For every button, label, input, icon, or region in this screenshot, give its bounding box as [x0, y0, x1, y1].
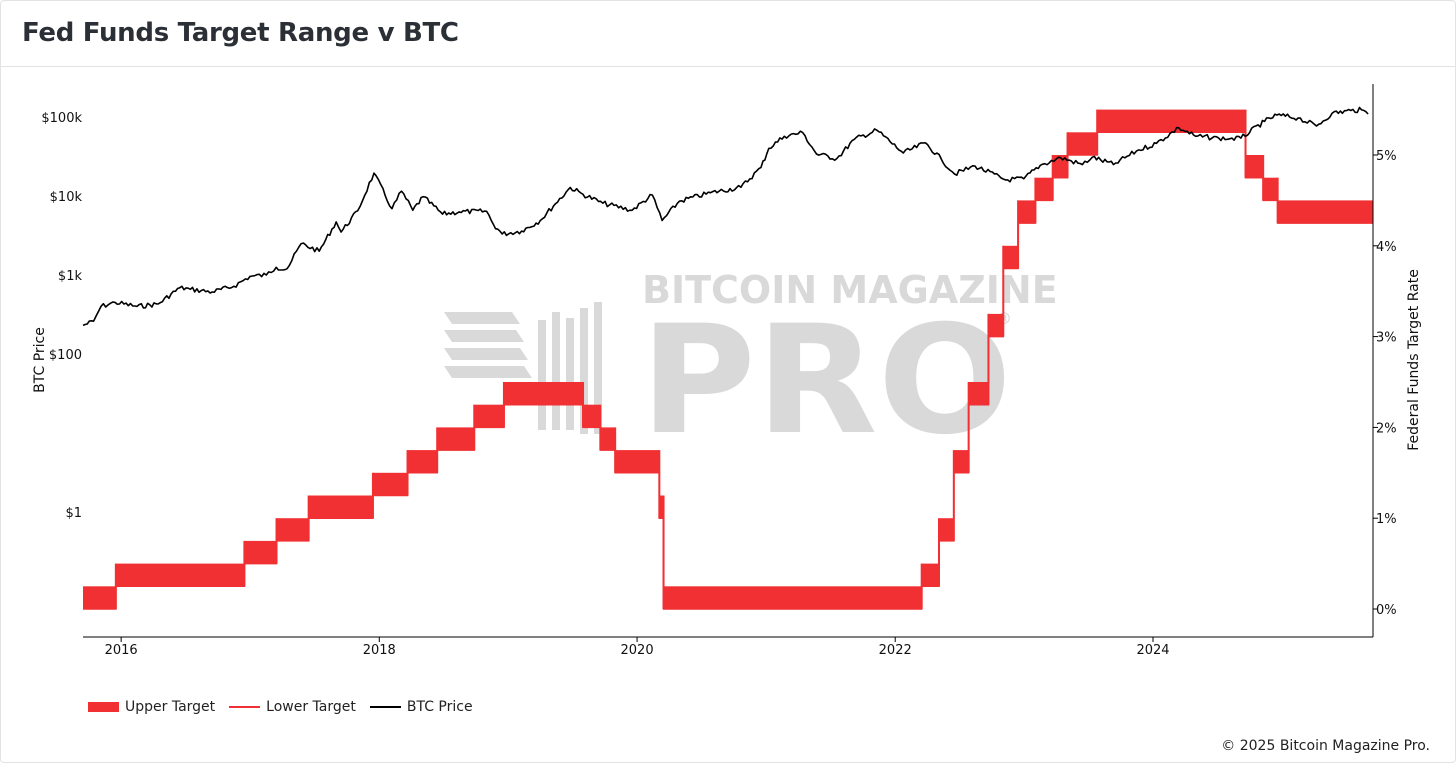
- fed-band-segment: [615, 450, 660, 473]
- y-right-tick-label: 1%: [1376, 512, 1397, 527]
- x-axis-ticks: 2016 2018 2020 2022 2024: [105, 637, 1170, 658]
- y-left-tick-label: $1: [65, 506, 82, 521]
- btc-price-line-group: [82, 106, 1369, 327]
- lower-target-line-group: [83, 131, 1373, 610]
- lower-target-line: [83, 131, 1373, 610]
- fed-band-segment: [308, 495, 373, 519]
- y-right-tick-label: 2%: [1376, 421, 1397, 436]
- fed-band-segment: [600, 427, 616, 451]
- fed-band-segment: [276, 518, 309, 541]
- fed-band-segment: [583, 404, 601, 428]
- y-right-tick-label: 0%: [1376, 603, 1397, 618]
- fed-band-segment: [1067, 132, 1098, 155]
- watermark-line2: PRO: [640, 294, 1012, 468]
- watermark-line1: BITCOIN MAGAZINE: [642, 268, 1058, 312]
- legend-swatch-black-line: [369, 706, 401, 708]
- btc-price-line: [82, 106, 1369, 327]
- fed-band-segment: [244, 540, 277, 564]
- fed-band-segment: [1035, 177, 1053, 201]
- fed-band-segment: [1277, 200, 1373, 224]
- fed-band-segment: [372, 472, 408, 496]
- fed-band-segment: [921, 563, 939, 587]
- fed-band-segment: [437, 427, 475, 451]
- watermark: BITCOIN MAGAZINE PRO ®: [444, 268, 1058, 468]
- fed-band-segment: [474, 404, 504, 428]
- x-tick-label: 2022: [879, 643, 912, 658]
- y-left-tick-label: $100: [49, 348, 82, 363]
- legend-swatch-red-line: [229, 706, 261, 708]
- y-right-axis-ticks: 0% 1% 2% 3% 4% 5%: [1373, 149, 1397, 618]
- y-right-tick-label: 5%: [1376, 149, 1397, 164]
- x-tick-label: 2018: [363, 643, 396, 658]
- legend-label: Lower Target: [266, 699, 356, 715]
- page-title: Fed Funds Target Range v BTC: [22, 18, 459, 48]
- fed-band-segment: [938, 518, 954, 541]
- fed-band-segment: [659, 495, 664, 519]
- y-left-tick-label: $10k: [50, 190, 83, 205]
- y-right-axis-title: Federal Funds Target Rate: [1406, 269, 1422, 451]
- fed-band-segment: [953, 450, 969, 473]
- fed-band-segment: [1052, 155, 1068, 178]
- fed-band-segment: [503, 382, 584, 405]
- x-tick-label: 2020: [621, 643, 654, 658]
- y-left-axis-ticks: $1 $100 $1k $10k $100k: [41, 111, 82, 521]
- legend-item-upper-target[interactable]: Upper Target: [88, 699, 215, 715]
- x-tick-label: 2016: [105, 643, 138, 658]
- fed-band-segment: [83, 586, 116, 609]
- fed-band-segment: [1003, 245, 1019, 269]
- fed-band-segment: [1245, 155, 1264, 178]
- legend: Upper Target Lower Target BTC Price: [88, 699, 487, 715]
- fed-band-segment: [1097, 109, 1246, 133]
- fed-band-segment: [407, 450, 438, 473]
- copyright-text: © 2025 Bitcoin Magazine Pro.: [1221, 738, 1430, 754]
- legend-item-lower-target[interactable]: Lower Target: [229, 699, 356, 715]
- fed-band-segment: [115, 563, 245, 587]
- fed-band-segment: [1263, 177, 1278, 201]
- watermark-logo-icon: [444, 302, 602, 434]
- y-left-tick-label: $100k: [41, 111, 82, 126]
- y-left-tick-label: $1k: [58, 269, 83, 284]
- legend-swatch-band: [88, 702, 119, 712]
- fed-band-segment: [968, 382, 989, 405]
- y-right-tick-label: 3%: [1376, 331, 1397, 346]
- legend-label: BTC Price: [406, 699, 473, 715]
- fed-band-segment: [988, 313, 1004, 337]
- y-right-tick-label: 4%: [1376, 240, 1397, 255]
- title-divider: [0, 66, 1456, 67]
- y-left-axis-title: BTC Price: [32, 327, 48, 393]
- fed-band-segment: [1018, 200, 1036, 224]
- fed-band-segment: [663, 586, 922, 609]
- legend-label: Upper Target: [125, 699, 216, 715]
- legend-item-btc-price[interactable]: BTC Price: [369, 699, 473, 715]
- x-tick-label: 2024: [1136, 643, 1169, 658]
